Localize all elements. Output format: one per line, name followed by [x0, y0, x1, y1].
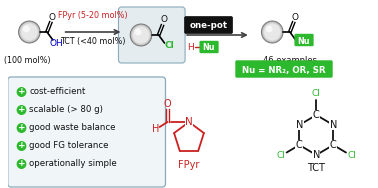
Text: N: N	[185, 117, 193, 127]
Circle shape	[23, 25, 30, 33]
Circle shape	[20, 23, 39, 41]
Text: Cl: Cl	[312, 89, 321, 98]
Text: O: O	[160, 15, 167, 24]
Text: C: C	[313, 110, 320, 120]
Text: one-pot: one-pot	[189, 21, 228, 30]
Circle shape	[17, 87, 26, 97]
Text: N: N	[296, 120, 303, 130]
FancyBboxPatch shape	[8, 77, 166, 187]
Circle shape	[132, 26, 150, 44]
Text: +: +	[18, 142, 25, 151]
Circle shape	[17, 105, 26, 115]
Text: C: C	[296, 140, 303, 150]
FancyBboxPatch shape	[295, 34, 313, 46]
Text: O: O	[164, 99, 171, 109]
Circle shape	[17, 123, 26, 133]
Circle shape	[19, 21, 40, 43]
Text: Cl: Cl	[164, 42, 174, 51]
Circle shape	[266, 25, 273, 33]
Circle shape	[264, 24, 280, 40]
Text: operationally simple: operationally simple	[29, 159, 117, 168]
Circle shape	[131, 25, 151, 45]
Circle shape	[135, 28, 141, 36]
Circle shape	[130, 24, 152, 46]
Text: +: +	[18, 159, 25, 168]
Text: +: +	[18, 124, 25, 133]
Text: TCT (<40 mol%): TCT (<40 mol%)	[60, 37, 126, 46]
Text: FPyr: FPyr	[178, 160, 200, 170]
Circle shape	[17, 141, 26, 151]
Text: scalable (> 80 g): scalable (> 80 g)	[29, 105, 103, 114]
Circle shape	[17, 159, 26, 169]
Text: N: N	[313, 150, 320, 160]
Text: cost-efficient: cost-efficient	[29, 87, 86, 96]
Text: N: N	[330, 120, 337, 130]
Text: +: +	[18, 87, 25, 96]
Text: H: H	[187, 42, 194, 52]
Text: O: O	[291, 12, 298, 21]
Text: good waste balance: good waste balance	[29, 124, 116, 133]
Text: Nu = NR₂, OR, SR: Nu = NR₂, OR, SR	[242, 65, 326, 74]
Circle shape	[262, 22, 282, 42]
Circle shape	[263, 23, 281, 41]
Circle shape	[19, 22, 39, 42]
Text: (100 mol%): (100 mol%)	[4, 56, 51, 65]
Circle shape	[21, 24, 37, 40]
FancyBboxPatch shape	[118, 7, 185, 63]
Text: Cl: Cl	[276, 152, 285, 161]
Text: H: H	[152, 124, 160, 134]
FancyBboxPatch shape	[184, 17, 232, 33]
Text: TCT: TCT	[307, 163, 325, 173]
FancyBboxPatch shape	[200, 41, 218, 53]
Text: Cl: Cl	[347, 152, 356, 161]
Circle shape	[262, 21, 283, 43]
Text: OH: OH	[50, 39, 64, 48]
Text: O: O	[48, 12, 56, 21]
Text: +: +	[18, 105, 25, 114]
Text: FPyr (5-20 mol%): FPyr (5-20 mol%)	[58, 11, 128, 20]
Text: good FG tolerance: good FG tolerance	[29, 142, 109, 151]
Circle shape	[133, 27, 149, 43]
Text: 46 examples: 46 examples	[263, 56, 317, 65]
FancyBboxPatch shape	[235, 61, 333, 77]
Text: Nu: Nu	[202, 42, 215, 52]
Text: Nu: Nu	[297, 36, 310, 45]
Text: C: C	[330, 140, 337, 150]
